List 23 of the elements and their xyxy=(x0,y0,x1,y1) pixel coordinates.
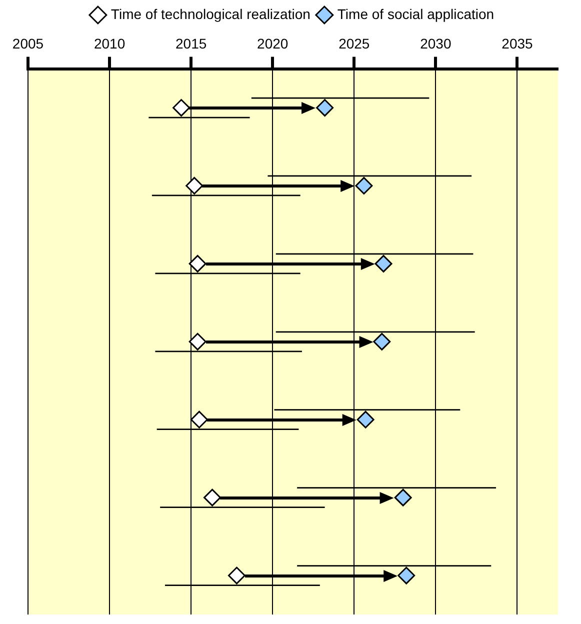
point xyxy=(190,410,208,428)
point xyxy=(374,254,392,272)
point xyxy=(373,332,391,350)
point xyxy=(204,488,222,506)
x-tick-label: 2010 xyxy=(94,35,126,52)
x-tick-label: 2020 xyxy=(257,35,288,52)
x-tick-label: 2005 xyxy=(12,35,44,52)
point xyxy=(186,176,204,194)
point xyxy=(228,566,246,584)
legend-label: Time of social application xyxy=(337,6,494,22)
point xyxy=(355,176,373,194)
x-tick-label: 2035 xyxy=(502,35,534,52)
point xyxy=(172,99,190,117)
legend-label: Time of technological realization xyxy=(110,6,310,22)
point xyxy=(356,410,374,428)
x-tick-label: 2015 xyxy=(176,35,207,52)
point xyxy=(394,488,412,506)
point xyxy=(188,254,206,272)
x-tick-label: 2030 xyxy=(420,35,452,52)
point xyxy=(188,332,206,350)
point xyxy=(316,99,334,117)
x-tick-label: 2025 xyxy=(338,35,370,52)
point xyxy=(398,566,416,584)
